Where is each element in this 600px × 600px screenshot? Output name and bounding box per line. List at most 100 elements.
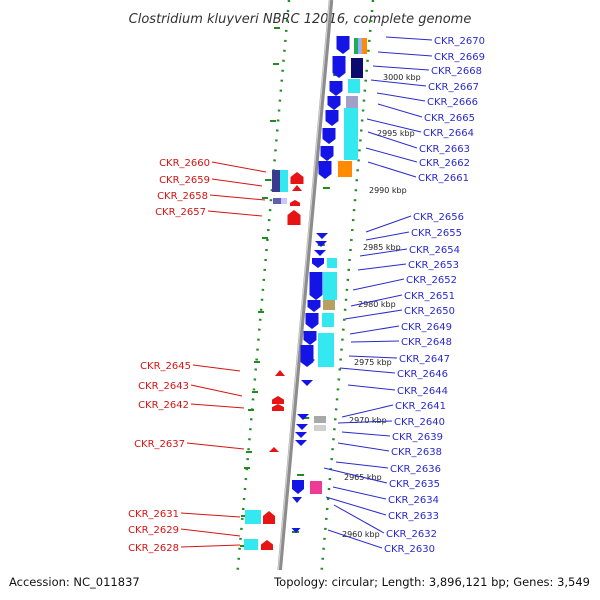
reverse-gene-arrow[interactable] <box>290 172 304 184</box>
gene-domain-box[interactable] <box>338 161 352 177</box>
reverse-gene-label[interactable]: CKR_2642 <box>138 400 189 411</box>
forward-gene-label[interactable]: CKR_2635 <box>389 479 440 490</box>
gene-domain-box[interactable] <box>323 272 337 300</box>
reverse-gene-label[interactable]: CKR_2643 <box>138 381 189 392</box>
forward-gene-label[interactable]: CKR_2663 <box>419 144 470 155</box>
forward-gene-arrow[interactable] <box>291 528 301 533</box>
forward-gene-label[interactable]: CKR_2665 <box>424 113 475 124</box>
forward-gene-label[interactable]: CKR_2652 <box>406 275 457 286</box>
gene-domain-box[interactable] <box>272 170 280 192</box>
gene-domain-box[interactable] <box>244 539 258 550</box>
forward-gene-arrow[interactable] <box>322 128 336 144</box>
forward-gene-label[interactable]: CKR_2654 <box>409 245 460 256</box>
forward-gene-arrow[interactable] <box>292 497 302 503</box>
forward-gene-arrow[interactable] <box>295 440 307 446</box>
forward-gene-label[interactable]: CKR_2646 <box>397 369 448 380</box>
forward-gene-arrow[interactable] <box>332 56 346 78</box>
forward-gene-label[interactable]: CKR_2633 <box>388 511 439 522</box>
forward-gene-label[interactable]: CKR_2651 <box>404 291 455 302</box>
reverse-gene-label[interactable]: CKR_2659 <box>159 175 210 186</box>
reverse-gene-arrow[interactable] <box>275 370 285 376</box>
forward-gene-arrow[interactable] <box>303 331 317 345</box>
forward-gene-arrow[interactable] <box>336 36 350 54</box>
forward-gene-arrow[interactable] <box>329 81 343 96</box>
gene-domain-box[interactable] <box>318 333 334 367</box>
forward-gene-arrow[interactable] <box>327 96 341 110</box>
gene-domain-box[interactable] <box>310 481 322 494</box>
accession-text: Accession: NC_011837 <box>9 575 140 589</box>
forward-gene-arrow[interactable] <box>315 241 327 247</box>
forward-gene-label[interactable]: CKR_2661 <box>418 173 469 184</box>
forward-gene-label[interactable]: CKR_2650 <box>404 306 455 317</box>
reverse-gene-label[interactable]: CKR_2628 <box>128 543 179 554</box>
gene-domain-box[interactable] <box>281 198 287 204</box>
reverse-gene-label[interactable]: CKR_2629 <box>128 525 179 536</box>
forward-gene-arrow[interactable] <box>292 480 304 494</box>
gene-domain-box[interactable] <box>273 198 281 204</box>
gene-domain-box[interactable] <box>346 96 358 110</box>
forward-gene-label[interactable]: CKR_2636 <box>390 464 441 475</box>
gene-domain-box[interactable] <box>245 510 261 524</box>
forward-gene-arrow[interactable] <box>309 272 323 300</box>
forward-gene-label[interactable]: CKR_2632 <box>386 529 437 540</box>
gene-domain-box[interactable] <box>362 38 367 54</box>
reverse-gene-arrow[interactable] <box>287 210 301 225</box>
gene-domain-box[interactable] <box>344 108 358 160</box>
forward-gene-arrow[interactable] <box>296 424 308 430</box>
gene-domain-box[interactable] <box>323 300 335 310</box>
forward-gene-label[interactable]: CKR_2649 <box>401 322 452 333</box>
gene-domain-box[interactable] <box>327 258 337 268</box>
reverse-gene-arrow[interactable] <box>290 200 300 206</box>
forward-gene-label[interactable]: CKR_2669 <box>434 52 485 63</box>
gene-domain-box[interactable] <box>314 425 326 431</box>
forward-gene-arrow[interactable] <box>295 432 307 438</box>
forward-gene-label[interactable]: CKR_2644 <box>397 386 448 397</box>
reverse-gene-arrow[interactable] <box>261 540 273 550</box>
reverse-gene-label[interactable]: CKR_2637 <box>134 439 185 450</box>
gene-domain-box[interactable] <box>358 38 362 54</box>
forward-gene-label[interactable]: CKR_2670 <box>434 36 485 47</box>
forward-gene-arrow[interactable] <box>325 110 339 126</box>
reverse-gene-arrow[interactable] <box>269 447 279 452</box>
forward-gene-label[interactable]: CKR_2668 <box>431 66 482 77</box>
forward-gene-label[interactable]: CKR_2656 <box>413 212 464 223</box>
forward-gene-label[interactable]: CKR_2634 <box>388 495 439 506</box>
forward-gene-arrow[interactable] <box>318 161 332 179</box>
forward-gene-label[interactable]: CKR_2641 <box>395 401 446 412</box>
forward-gene-arrow[interactable] <box>312 258 324 268</box>
reverse-gene-label[interactable]: CKR_2658 <box>157 191 208 202</box>
forward-gene-label[interactable]: CKR_2647 <box>399 354 450 365</box>
gene-domain-box[interactable] <box>351 58 363 78</box>
forward-gene-arrow[interactable] <box>297 414 309 420</box>
forward-gene-arrow[interactable] <box>307 300 321 312</box>
forward-gene-arrow[interactable] <box>320 146 334 161</box>
gene-domain-box[interactable] <box>280 170 288 192</box>
gene-domain-box[interactable] <box>348 79 360 93</box>
gene-domain-box[interactable] <box>322 313 334 327</box>
forward-gene-label[interactable]: CKR_2630 <box>384 544 435 555</box>
forward-gene-label[interactable]: CKR_2655 <box>411 228 462 239</box>
reverse-gene-arrow[interactable] <box>272 396 284 404</box>
forward-gene-label[interactable]: CKR_2639 <box>392 432 443 443</box>
reverse-gene-arrow[interactable] <box>292 185 302 191</box>
reverse-gene-label[interactable]: CKR_2631 <box>128 509 179 520</box>
forward-gene-label[interactable]: CKR_2653 <box>408 260 459 271</box>
forward-gene-arrow[interactable] <box>316 233 328 239</box>
reverse-gene-label[interactable]: CKR_2660 <box>159 158 210 169</box>
forward-gene-arrow[interactable] <box>314 250 326 256</box>
reverse-gene-arrow[interactable] <box>263 511 275 524</box>
forward-gene-arrow[interactable] <box>305 313 319 329</box>
forward-gene-arrow[interactable] <box>300 345 314 367</box>
forward-gene-label[interactable]: CKR_2667 <box>428 82 479 93</box>
forward-gene-label[interactable]: CKR_2666 <box>427 97 478 108</box>
forward-gene-arrow[interactable] <box>301 380 313 386</box>
reverse-gene-label[interactable]: CKR_2657 <box>155 207 206 218</box>
forward-gene-label[interactable]: CKR_2648 <box>401 337 452 348</box>
forward-gene-label[interactable]: CKR_2638 <box>391 447 442 458</box>
reverse-gene-label[interactable]: CKR_2645 <box>140 361 191 372</box>
reverse-gene-arrow[interactable] <box>272 404 284 411</box>
forward-gene-label[interactable]: CKR_2640 <box>394 417 445 428</box>
forward-gene-label[interactable]: CKR_2662 <box>419 158 470 169</box>
gene-domain-box[interactable] <box>314 416 326 423</box>
forward-gene-label[interactable]: CKR_2664 <box>423 128 474 139</box>
